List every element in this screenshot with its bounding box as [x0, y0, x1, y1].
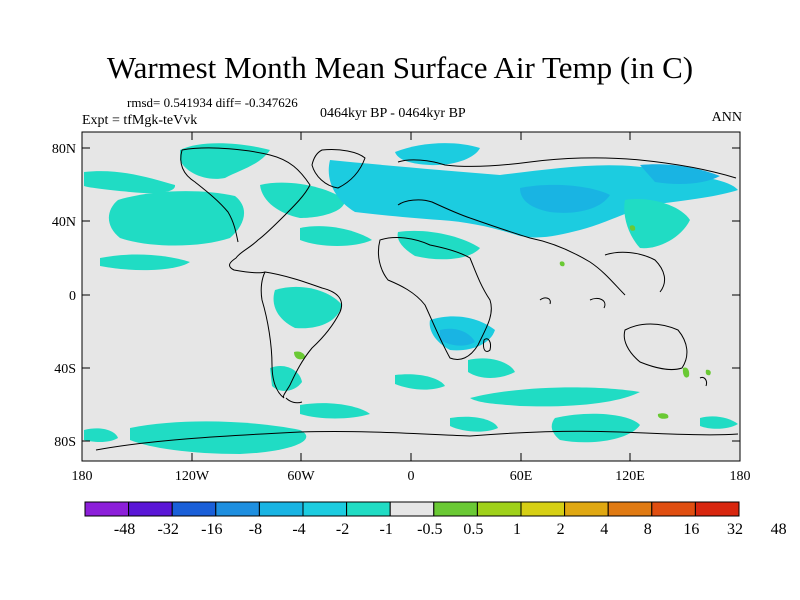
colorbar-swatch	[258, 501, 304, 517]
colorbar-swatch	[564, 501, 609, 517]
colorbar-label: 0.5	[463, 521, 483, 538]
colorbar-label: -0.5	[417, 521, 442, 538]
colorbar-label: 48	[771, 521, 787, 538]
colorbar-label: -4	[292, 521, 305, 538]
coastlines	[95, 147, 739, 451]
lon-label-0: 0	[408, 469, 415, 484]
colorbar-swatch	[651, 501, 696, 517]
colorbar-label: 2	[557, 521, 565, 538]
colorbar-label: -8	[249, 521, 262, 538]
experiment-label: Expt = tfMgk-teVvk	[82, 113, 198, 128]
lon-label-60w: 60W	[287, 469, 315, 484]
colorbar-swatch	[302, 501, 348, 517]
colorbar-label: 4	[600, 521, 608, 538]
colorbar-swatch	[694, 501, 740, 517]
colorbar-label: -1	[380, 521, 393, 538]
colorbar-swatch	[389, 501, 435, 517]
colorbar-swatch	[433, 501, 478, 517]
colorbar-label: 32	[727, 521, 743, 538]
colorbar-label: -2	[336, 521, 349, 538]
longitude-ticks	[81, 132, 741, 461]
colorbar-label: 8	[644, 521, 652, 538]
colorbar-swatch	[346, 501, 391, 517]
lon-label-180e: 180	[730, 469, 751, 484]
lon-label-60e: 60E	[510, 469, 533, 484]
colorbar-labels: -48 -32 -16 -8 -4 -2 -1 -0.5 0.5 1 2 4 8 16 32 48	[114, 521, 787, 538]
colorbar-swatch	[215, 501, 260, 517]
lon-label-120w: 120W	[175, 469, 210, 484]
statistics-text: rmsd= 0.541934 diff= -0.347626	[127, 95, 298, 110]
colorbar-label: -16	[201, 521, 222, 538]
colorbar-label: -48	[114, 521, 135, 538]
lon-label-120e: 120E	[615, 469, 645, 484]
colorbar-swatch	[171, 501, 217, 517]
colorbar-swatch	[128, 501, 173, 517]
lat-label-80n: 80N	[52, 142, 76, 157]
colorbar-swatch	[476, 501, 522, 517]
colorbar-swatch	[607, 501, 653, 517]
season-label: ANN	[711, 110, 742, 125]
colorbar-label: 1	[513, 521, 521, 538]
colorbar-label: 16	[683, 521, 699, 538]
lon-label-180w: 180	[72, 469, 93, 484]
colorbar-swatch	[520, 501, 566, 517]
lat-label-80s: 80S	[54, 435, 76, 450]
lat-label-40s: 40S	[54, 362, 76, 377]
lat-label-0: 0	[69, 289, 76, 304]
period-label: 0464kyr BP - 0464kyr BP	[320, 106, 466, 121]
colorbar-label: -32	[158, 521, 179, 538]
colorbar	[84, 501, 740, 517]
latitude-ticks	[82, 147, 740, 442]
colorbar-swatch	[84, 501, 130, 517]
map-title: Warmest Month Mean Surface Air Temp (in …	[106, 50, 694, 85]
lat-label-40n: 40N	[52, 215, 76, 230]
